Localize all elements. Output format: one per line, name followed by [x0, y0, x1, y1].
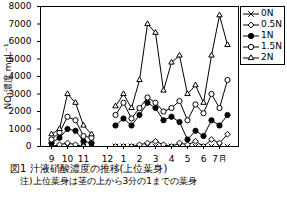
svg-text:5: 5 — [185, 154, 191, 162]
svg-text:0: 0 — [26, 141, 32, 151]
html-text:0N: 0N — [261, 8, 274, 18]
svg-text:2: 2 — [137, 154, 143, 162]
svg-text:4000: 4000 — [8, 71, 32, 82]
svg-text:7000: 7000 — [9, 19, 32, 29]
svg-text:5000: 5000 — [8, 53, 32, 64]
html-text:注)上位葉身は茎の上から3分の1までの葉身: 注)上位葉身は茎の上から3分の1までの葉身 — [20, 176, 197, 186]
svg-text:11: 11 — [78, 154, 89, 162]
svg-text:3000: 3000 — [8, 88, 32, 99]
html-text:図1 汁液硝酸濃度の推移(上位葉身): 図1 汁液硝酸濃度の推移(上位葉身) — [10, 163, 168, 174]
svg-text:10: 10 — [62, 154, 74, 162]
html-text:1N: 1N — [261, 30, 274, 40]
svg-text:3: 3 — [153, 154, 159, 162]
html-text:1.5N: 1.5N — [261, 41, 282, 51]
svg-text:1000: 1000 — [9, 124, 32, 134]
svg-text:12: 12 — [102, 154, 113, 162]
svg-text:NO₃濃度 mgL⁻¹: NO₃濃度 mgL⁻¹ — [3, 43, 13, 110]
svg-text:6000: 6000 — [8, 36, 32, 47]
svg-text:6: 6 — [201, 154, 207, 162]
html-text:2N: 2N — [261, 52, 274, 62]
svg-text:1: 1 — [121, 154, 127, 162]
html-text:0.5N: 0.5N — [261, 19, 282, 29]
svg-text:9: 9 — [49, 154, 55, 162]
svg-text:4: 4 — [169, 154, 175, 162]
svg-text:2000: 2000 — [8, 106, 32, 117]
svg-text:7月: 7月 — [212, 154, 227, 162]
svg-text:8000: 8000 — [9, 1, 32, 11]
